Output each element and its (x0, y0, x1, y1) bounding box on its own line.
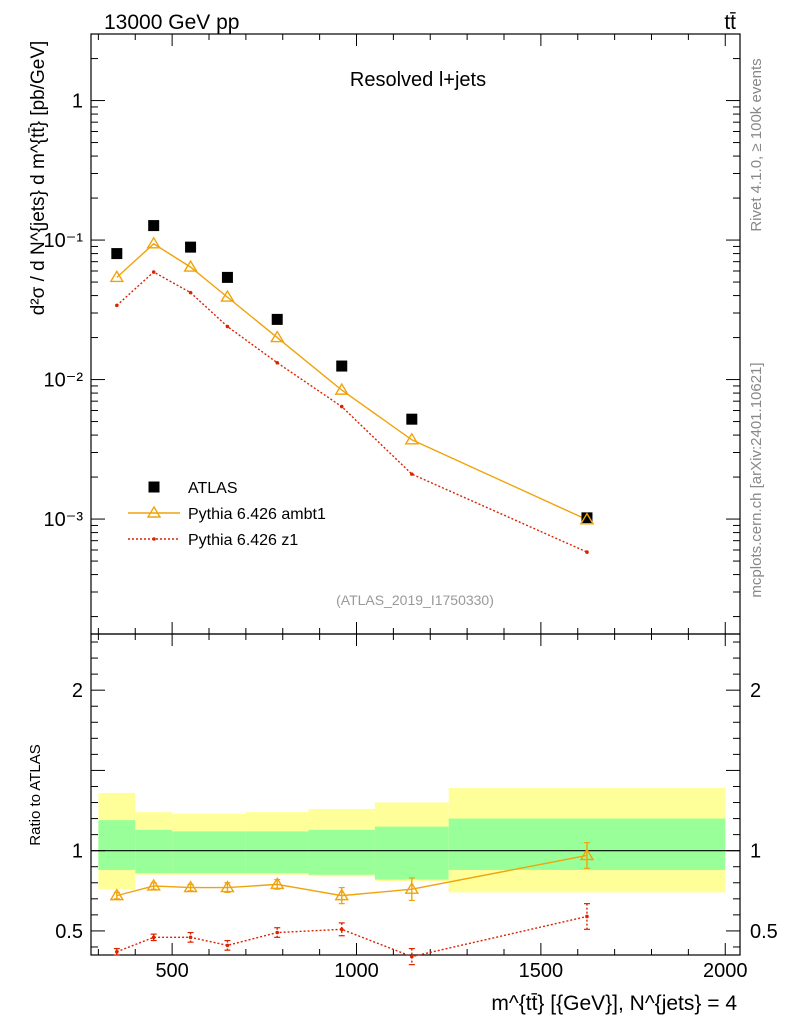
main-panel: 1 10⁻¹ 10⁻² 10⁻³ (44, 33, 741, 635)
y-tick-label: 10⁻³ (44, 509, 84, 531)
legend-label: ATLAS (188, 480, 238, 497)
z1-point (188, 290, 193, 295)
y-tick-label: 1 (72, 91, 83, 113)
ambt1-point (220, 289, 235, 302)
legend-label: Pythia 6.426 z1 (188, 532, 298, 549)
legend: ATLAS Pythia 6.426 ambt1 Pythia 6.426 z1 (128, 480, 326, 549)
x-tick-label: 500 (155, 960, 188, 982)
ambt1-point-overlay (579, 512, 595, 525)
atlas-point (185, 241, 197, 253)
ratio-ambt1-point (109, 888, 125, 901)
ratio-z1-point (410, 954, 414, 959)
ratio-ambt1-point (146, 878, 161, 891)
ratio-ambt1-point (269, 877, 285, 890)
y-tick-label: 2 (72, 680, 83, 702)
ratio-y-axis-label: Ratio to ATLAS (27, 744, 44, 845)
band-inner-5 (308, 829, 375, 875)
main-y-axis-label: d²σ / d N^{jets} d m^{tt̄} [pb/GeV] (28, 41, 49, 316)
source-label: mcplots.cern.ch [arXiv:2401.10621] (748, 362, 765, 597)
atlas-point (148, 220, 160, 232)
legend-ambt1-marker (146, 505, 162, 518)
band-inner-6 (374, 826, 449, 880)
ratio-z1-point (339, 927, 344, 932)
z1-point (339, 404, 344, 409)
band-inner-1 (135, 829, 173, 874)
y-tick-label: 0.5 (55, 921, 83, 943)
atlas-point (221, 271, 233, 283)
ratio-ambt1-point (220, 880, 235, 893)
ratio-z1-point (151, 935, 156, 940)
process-label: tt̄ (724, 11, 736, 34)
main-frame (90, 33, 741, 635)
analysis-id: (ATLAS_2019_I1750330) (336, 592, 494, 608)
ambt1-point (146, 236, 161, 249)
y-tick-label-right: 1 (750, 841, 761, 863)
ambt1-point (334, 382, 349, 395)
atlas-point (111, 248, 123, 260)
x-tick-label: 2000 (703, 960, 748, 982)
ambt1-point (183, 259, 198, 272)
y-tick-label: 10⁻² (44, 370, 84, 392)
band-inner-3 (209, 831, 246, 874)
y-tick-label: 1 (72, 841, 83, 863)
z1-point (115, 303, 119, 308)
ratio-ambt1-point (183, 880, 198, 893)
band-inner-4 (245, 831, 309, 874)
ratio-z1-point (188, 935, 193, 940)
x-tick-label: 1000 (334, 960, 379, 982)
y-tick-label-right: 2 (750, 680, 761, 702)
ambt1-point (109, 270, 125, 283)
atlas-point (336, 360, 348, 372)
ratio-ambt1-point (404, 881, 420, 894)
band-inner-0 (98, 820, 136, 870)
legend-label: Pythia 6.426 ambt1 (188, 506, 326, 523)
ratio-z1-point (585, 914, 589, 919)
legend-atlas-marker (148, 481, 160, 493)
ambt1-line (116, 242, 588, 521)
ratio-ambt1-point (579, 848, 595, 861)
ratio-ambt1-line (116, 854, 588, 897)
x-tick-label: 1500 (519, 960, 564, 982)
y-tick-label: 10⁻¹ (44, 230, 84, 252)
z1-point (585, 550, 589, 554)
z1-line (116, 271, 588, 553)
ratio-z1-point (275, 930, 280, 935)
ratio-z1-point (225, 943, 230, 948)
energy-label: 13000 GeV pp (104, 11, 239, 34)
ratio-z1-line (116, 915, 588, 958)
atlas-point (406, 413, 418, 425)
ambt1-point (269, 330, 285, 343)
z1-point (151, 270, 156, 274)
legend-z1-marker (152, 537, 156, 541)
rivet-label: Rivet 4.1.0, ≥ 100k events (748, 58, 765, 231)
ratio-z1-point (115, 949, 119, 954)
z1-point (225, 324, 230, 329)
z1-point (410, 472, 414, 476)
band-inner-2 (172, 831, 209, 874)
ratio-ambt1-point (334, 888, 349, 901)
y-tick-label-right: 0.5 (750, 921, 778, 943)
z1-point (275, 360, 280, 365)
atlas-point (581, 512, 593, 524)
ambt1-point (404, 432, 420, 445)
x-axis-label: m^{tt̄} [{GeV}], N^{jets} = 4 (491, 992, 737, 1015)
plot-title: Resolved l+jets (350, 69, 486, 91)
atlas-point (271, 313, 283, 325)
